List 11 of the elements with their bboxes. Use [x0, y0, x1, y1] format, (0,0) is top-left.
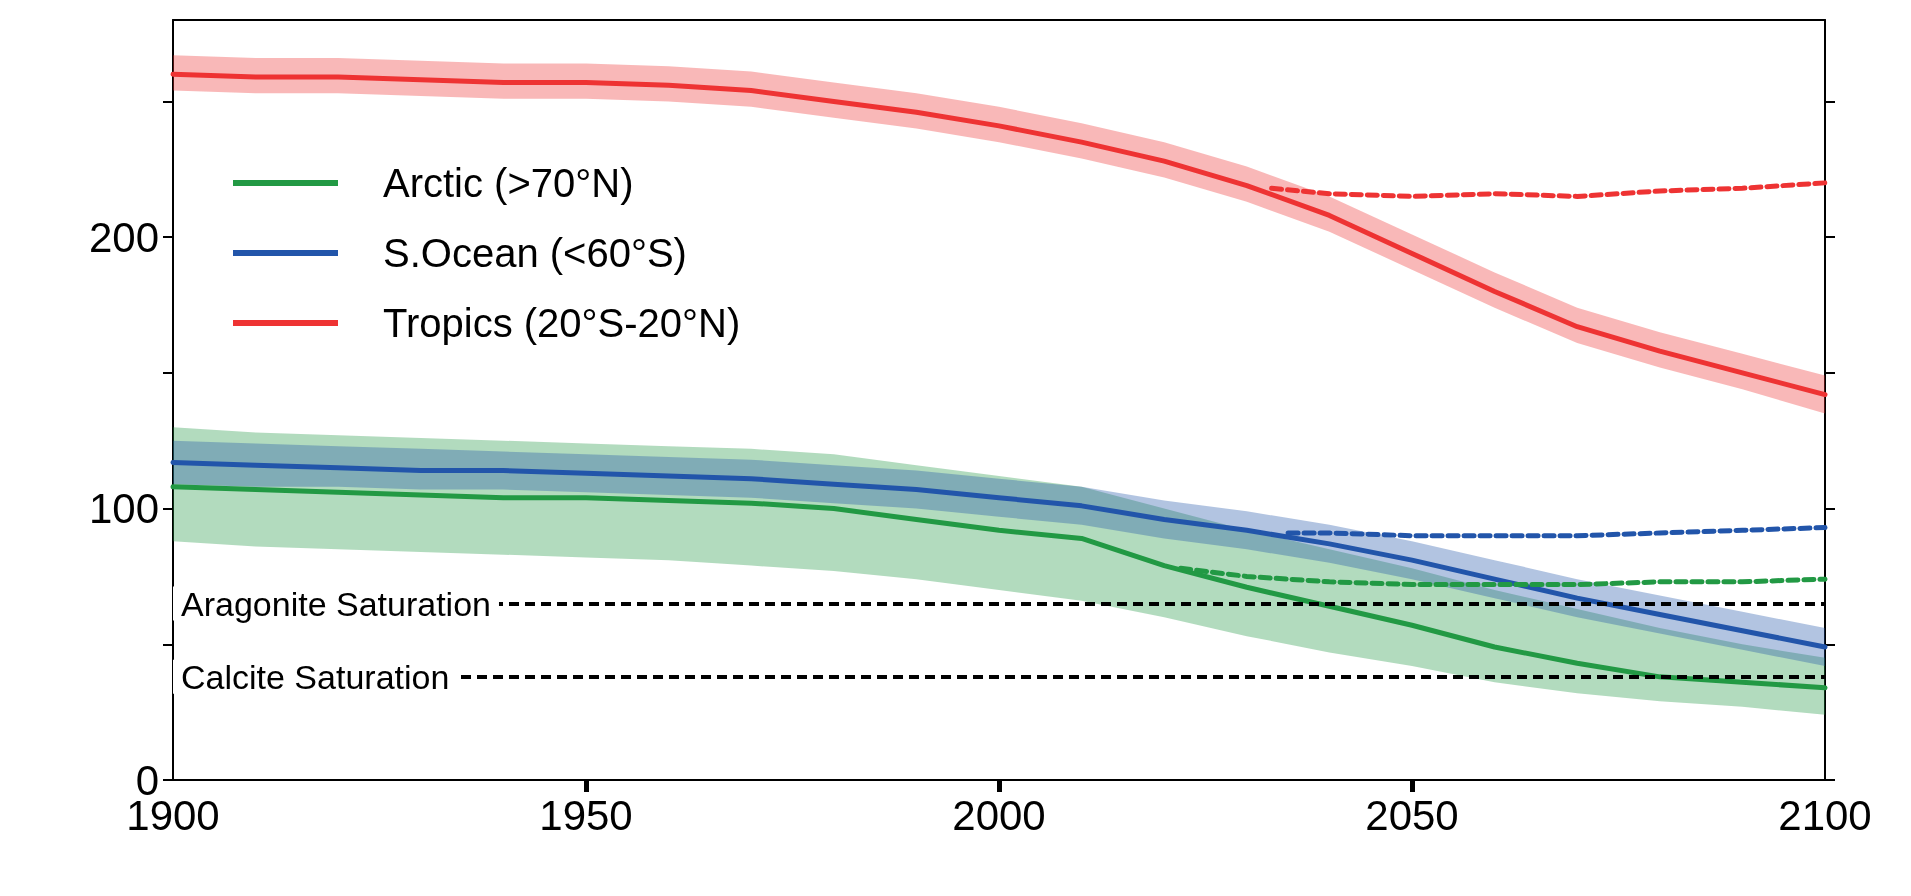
- x-tick-label: 1950: [539, 791, 633, 839]
- ref-line-label: Aragonite Saturation: [181, 584, 491, 623]
- legend-label: Tropics (20°S-20°N): [383, 301, 741, 345]
- x-tick-label: 2050: [1365, 791, 1459, 839]
- x-tick-label: 2100: [1778, 791, 1872, 839]
- y-tick-label: 100: [88, 485, 159, 533]
- y-tick-label: 200: [88, 213, 159, 261]
- ref-line-label: Calcite Saturation: [181, 657, 450, 696]
- x-tick-label: 2000: [952, 791, 1046, 839]
- legend-label: Arctic (>70°N): [383, 161, 634, 205]
- legend-label: S.Ocean (<60°S): [383, 231, 687, 275]
